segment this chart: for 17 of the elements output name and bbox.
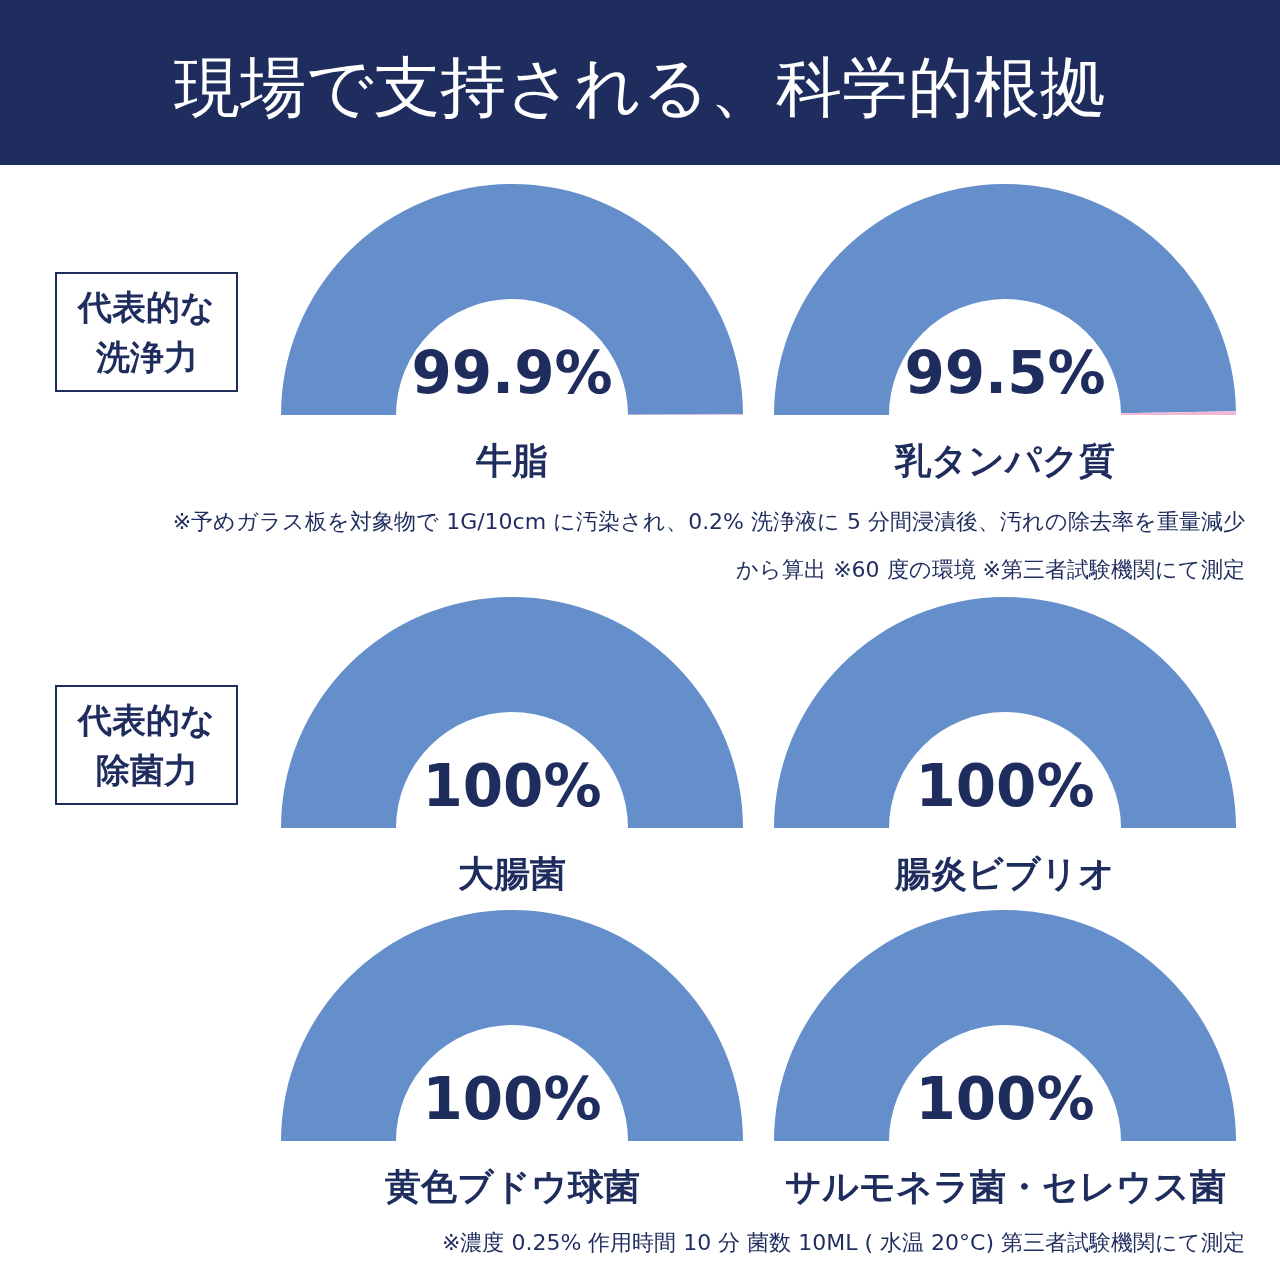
text: 代表的な除菌力	[55, 685, 238, 805]
data-label: 100%	[422, 1065, 602, 1133]
text: 現場で支持される、科学的根拠	[174, 49, 1106, 126]
data-label: 100%	[915, 1065, 1095, 1133]
data-label: 100%	[915, 752, 1095, 820]
text: 代表的な洗浄力	[55, 272, 238, 392]
text: 乳タンパク質	[894, 440, 1115, 481]
text: ※濃度 0.25% 作用時間 10 分 菌数 10ML ( 水温 20°C) 第三者試験機関にて測定	[441, 1229, 1245, 1257]
text: 牛脂	[476, 440, 548, 481]
data-label: 99.9%	[411, 339, 613, 407]
text: ※予めガラス板を対象物で 1G/10cm に汚染され、0.2% 洗浄液に 5 分間浸漬後、汚れの除去率を重量減少から算出 ※60 度の環境 ※第三者試験機関にて測定	[171, 508, 1245, 584]
text: サルモネラ菌・セレウス菌	[784, 1166, 1226, 1207]
data-label: 99.5%	[904, 339, 1106, 407]
data-label: 100%	[422, 752, 602, 820]
text: 黄色ブドウ球菌	[384, 1166, 640, 1207]
text: 腸炎ビブリオ	[894, 853, 1115, 894]
text: 大腸菌	[458, 853, 566, 894]
